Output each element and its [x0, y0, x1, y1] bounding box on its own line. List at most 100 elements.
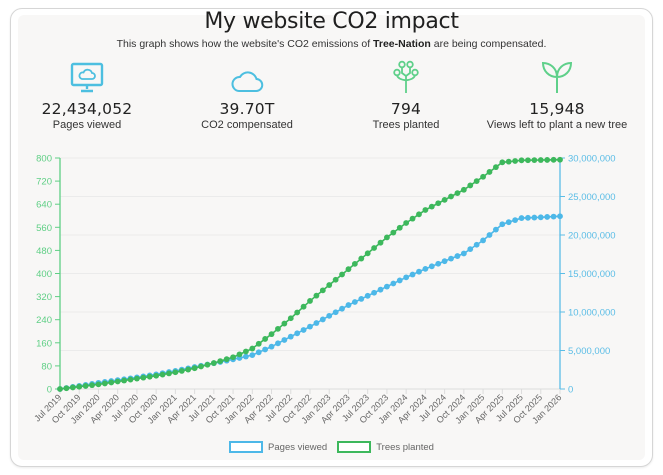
y-left-tick-label: 560 [36, 223, 52, 234]
data-point [95, 381, 102, 388]
data-point [390, 280, 397, 287]
data-point [217, 358, 224, 364]
data-point [230, 354, 236, 361]
stat-label: CO2 compensated [201, 119, 293, 131]
legend-label: Pages viewed [268, 441, 328, 453]
data-point [525, 157, 531, 164]
y-left-tick-label: 400 [36, 269, 52, 280]
data-point [448, 193, 454, 200]
data-point [121, 377, 128, 384]
sprout-icon [467, 58, 647, 94]
data-point [505, 158, 512, 165]
cloud-icon [167, 58, 327, 94]
stat-co2-compensated: 39.70T CO2 compensated [167, 58, 327, 131]
data-point [525, 214, 531, 221]
data-point [345, 266, 352, 273]
data-point [300, 327, 307, 333]
data-point [146, 373, 153, 380]
data-point [191, 365, 198, 372]
data-point [159, 371, 166, 378]
legend-item-trees-planted[interactable]: Trees planted [337, 441, 434, 453]
y-right-tick-label: 25,000,000 [568, 192, 616, 203]
data-point [82, 383, 89, 389]
data-point [460, 186, 467, 193]
data-point [396, 224, 403, 231]
monitor-cloud-icon [7, 58, 167, 94]
data-point [326, 282, 333, 288]
data-point [460, 250, 467, 257]
y-left-tick-label: 0 [47, 385, 52, 396]
data-point [114, 378, 121, 385]
stat-value: 794 [390, 100, 422, 118]
data-point [364, 250, 371, 257]
data-point [403, 274, 410, 281]
series-trees-planted [57, 156, 563, 392]
data-point [313, 320, 320, 326]
stat-label: Views left to plant a new tree [486, 119, 628, 131]
data-point [505, 219, 512, 226]
data-point [127, 376, 134, 383]
data-point [531, 157, 538, 164]
series-line [59, 158, 561, 390]
data-point [416, 211, 422, 218]
page-subtitle: This graph shows how the website's CO2 e… [0, 38, 663, 50]
stat-label: Trees planted [372, 119, 440, 131]
data-point [499, 159, 506, 166]
data-point [204, 361, 211, 368]
data-point [210, 360, 217, 366]
data-point [326, 312, 333, 319]
data-point [281, 320, 288, 327]
data-point [384, 283, 390, 290]
data-point [332, 276, 339, 283]
data-point [512, 217, 519, 224]
data-point [377, 286, 384, 293]
data-point [313, 292, 320, 299]
data-point [492, 226, 499, 233]
data-point [185, 366, 192, 373]
data-point [371, 245, 378, 251]
legend-item-pages-viewed[interactable]: Pages viewed [229, 441, 327, 453]
data-point [134, 375, 140, 382]
data-point [242, 348, 249, 355]
data-point [89, 382, 95, 389]
data-point [319, 287, 326, 294]
data-point [544, 157, 551, 163]
data-point [281, 337, 288, 343]
data-point [428, 203, 435, 210]
data-point [467, 246, 474, 253]
page-title: My website CO2 impact [204, 9, 459, 34]
data-point [223, 356, 230, 363]
data-point [537, 157, 544, 163]
stat-value: 15,948 [529, 100, 585, 118]
y-left-tick-label: 720 [36, 177, 52, 188]
data-point [473, 178, 480, 185]
data-point [249, 352, 256, 359]
data-point [153, 372, 160, 379]
data-point [480, 173, 486, 180]
data-point [76, 383, 83, 390]
y-left-tick-label: 160 [36, 338, 52, 349]
data-point [63, 385, 70, 392]
subtitle-text: This graph shows how the website's CO2 e… [116, 38, 374, 50]
data-point [166, 370, 172, 377]
data-point [57, 386, 63, 392]
legend-label: Trees planted [376, 441, 434, 453]
data-point [172, 369, 179, 376]
data-point [345, 302, 352, 308]
data-point [550, 156, 557, 163]
y-axis-right: 0 5,000,000 10,000,000 15,000,000 20,000,000… [559, 154, 616, 396]
y-left-tick-label: 480 [36, 246, 52, 257]
y-left-tick-label: 640 [36, 200, 52, 211]
y-axis-left: 0 80 160 240 320 400 480 560 640 720 800 [36, 154, 61, 396]
data-point [441, 196, 448, 203]
y-right-tick-label: 10,000,000 [568, 308, 616, 319]
data-point [262, 336, 269, 342]
y-left-tick-label: 80 [41, 361, 52, 372]
data-point [339, 271, 345, 278]
data-point [544, 214, 551, 220]
data-point [428, 263, 435, 270]
data-point [422, 207, 429, 213]
y-left-tick-label: 240 [36, 315, 52, 326]
gridlines [60, 157, 560, 351]
